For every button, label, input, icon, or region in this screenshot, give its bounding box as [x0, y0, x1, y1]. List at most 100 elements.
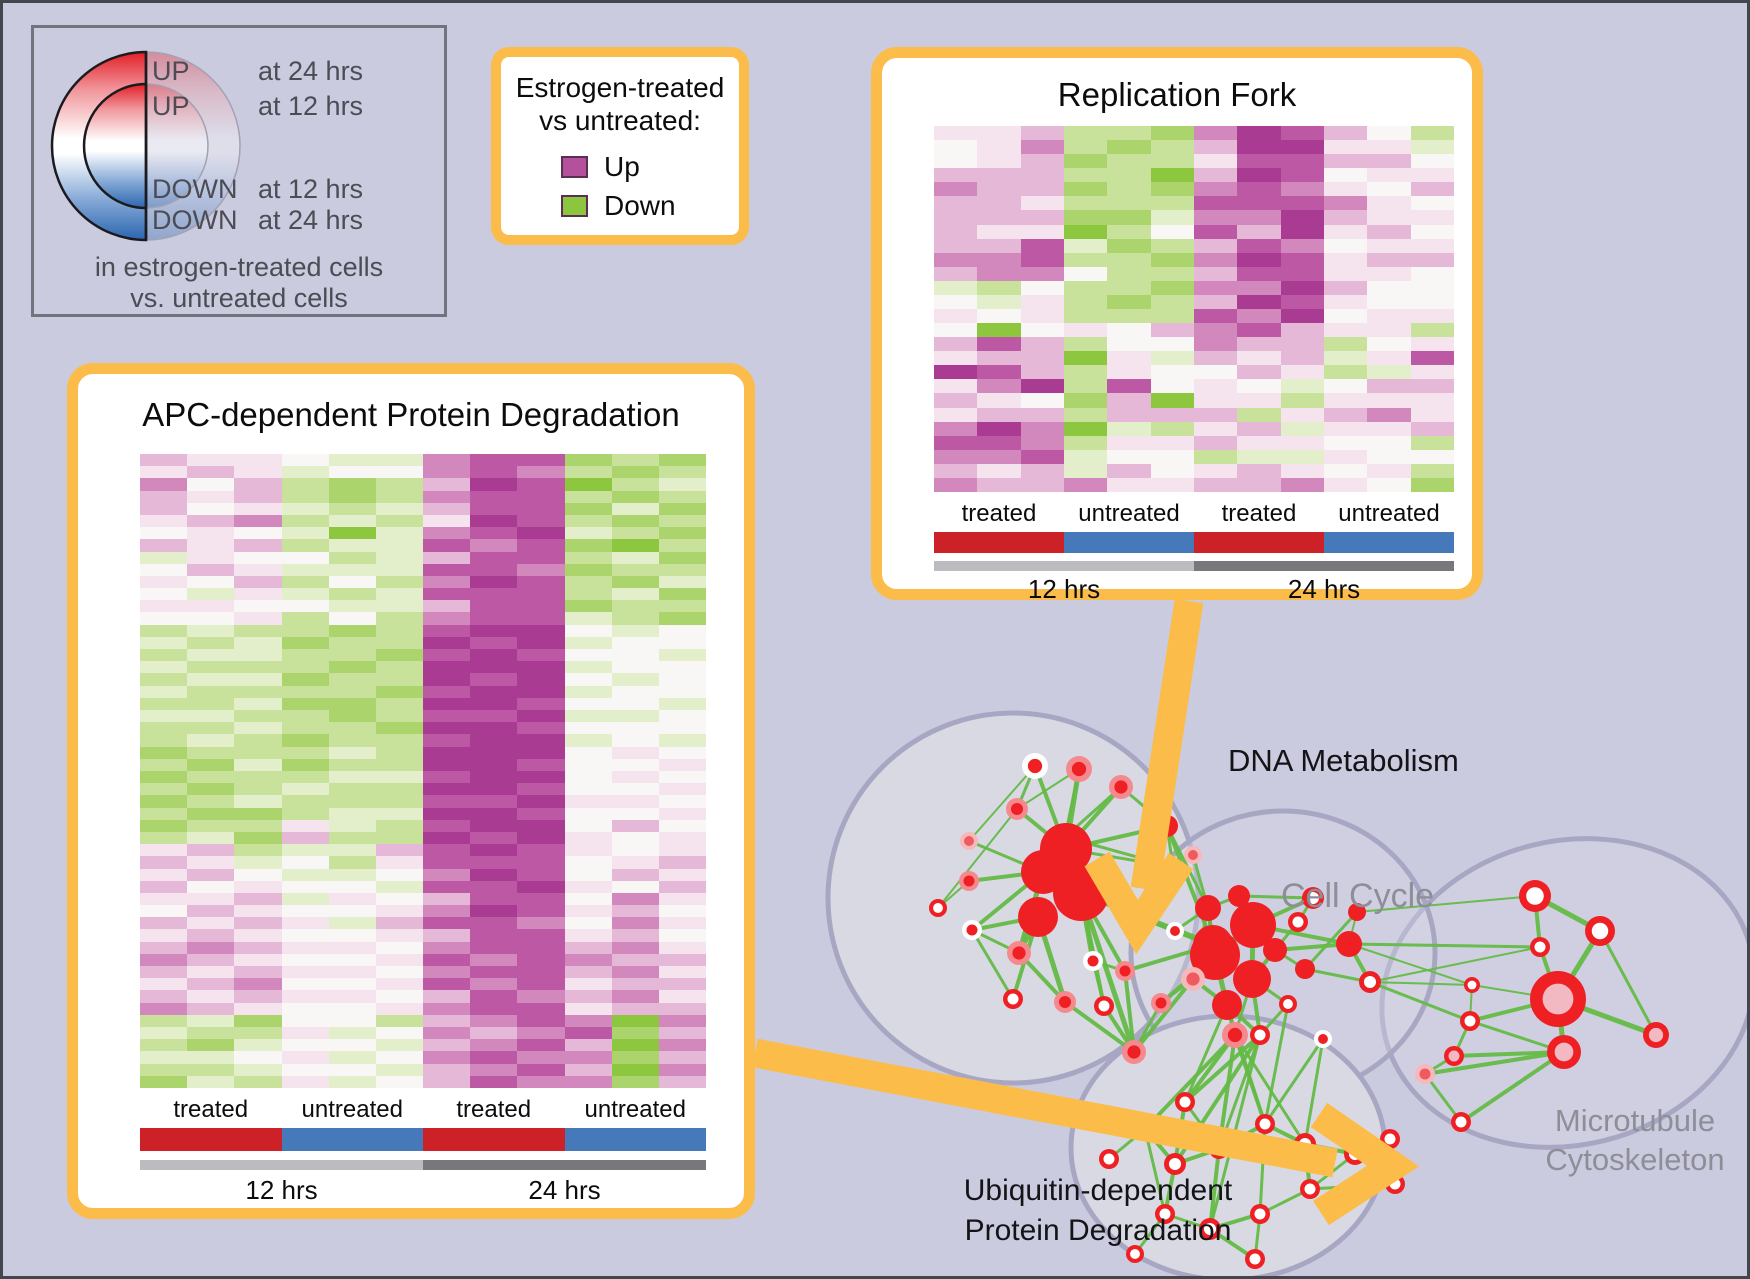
heatmap-cell [470, 612, 518, 625]
heatmap-cell [1237, 294, 1281, 309]
heatmap-cell [1107, 463, 1151, 478]
heatmap-cell [423, 917, 471, 930]
heatmap-cell [977, 323, 1021, 338]
heatmap-cell [1280, 379, 1324, 394]
heatmap-cell [375, 929, 423, 942]
heatmap-cell [517, 1039, 565, 1052]
heatmap-cell [328, 892, 376, 906]
network-node-core [1448, 1050, 1460, 1062]
heatmap-cell [517, 466, 565, 479]
heatmap-cell [328, 563, 376, 576]
network-node-core [933, 903, 943, 913]
heatmap-cell [1323, 224, 1368, 239]
heatmap-cell [1193, 309, 1238, 324]
heatmap-cell [1063, 351, 1108, 366]
heatmap-cell [517, 539, 565, 552]
network-node-core [1648, 1027, 1664, 1043]
heatmap-cell [140, 722, 188, 735]
heatmap-cell [1107, 182, 1151, 197]
heatmap-cell [187, 783, 235, 796]
network-edge [1598, 930, 1658, 1036]
heatmap-cell [375, 551, 423, 564]
heatmap-cell [934, 280, 978, 295]
heatmap-cell [1280, 238, 1324, 253]
heatmap-cell [328, 478, 376, 491]
heatmap-cell [1237, 365, 1281, 380]
heatmap-cell [1237, 351, 1281, 366]
heatmap-cell [234, 722, 282, 735]
heatmap-cell [423, 539, 471, 552]
heatmap-cell [281, 649, 329, 662]
heatmap-cell [1150, 323, 1194, 338]
heatmap-cell [977, 463, 1021, 478]
heatmap-cell [281, 795, 329, 808]
heatmap-cell [281, 722, 329, 735]
heatmap-cell [1410, 477, 1454, 492]
heatmap-cell [470, 758, 518, 771]
heatmap-cell [140, 502, 188, 515]
heatmap-cell [328, 1039, 376, 1052]
heatmap-cell [517, 722, 565, 735]
heatmap-cell [234, 710, 282, 723]
heatmap-cell [1193, 337, 1238, 352]
group-label: treated [173, 1096, 249, 1123]
heatmap-cell [564, 612, 612, 625]
heatmap-cell [1280, 252, 1324, 267]
heatmap-cell [1150, 435, 1194, 450]
heatmap-cell [611, 783, 659, 796]
heatmap-cell [977, 379, 1021, 394]
network-node-core [1283, 999, 1293, 1009]
heatmap-cell [234, 758, 282, 771]
heatmap-cell [187, 807, 235, 820]
heatmap-cell [234, 1027, 282, 1040]
heatmap-cell [658, 600, 706, 613]
heatmap-cell [564, 1014, 612, 1028]
heatmap-cell [423, 941, 471, 954]
heatmap-cell [140, 685, 188, 698]
heatmap-cell [140, 527, 188, 540]
heatmap-cell [470, 454, 518, 467]
heatmap-cell [611, 697, 659, 711]
heatmap-cell [1280, 154, 1324, 169]
heatmap-cell [328, 722, 376, 735]
heatmap-cell [1237, 421, 1281, 436]
heatmap-cell [658, 868, 706, 881]
heatmap-cell [934, 294, 978, 309]
heatmap-cell [281, 770, 329, 784]
heatmap-cell [234, 551, 282, 564]
network-node [1228, 885, 1250, 907]
heatmap-cell [375, 527, 423, 540]
heatmap-cell [1150, 168, 1194, 183]
heatmap-cell [423, 758, 471, 771]
heatmap-cell [1280, 477, 1324, 492]
heatmap-cell [281, 563, 329, 576]
network-node-core [1419, 1068, 1431, 1080]
heatmap-cell [423, 454, 471, 467]
heatmap-cell [517, 819, 565, 832]
direction-legend-title-line2: vs untreated: [539, 105, 701, 136]
heatmap-cell [470, 1063, 518, 1076]
network-node-core [1554, 1042, 1574, 1062]
heatmap-cell [140, 905, 188, 918]
heatmap-cell [611, 466, 659, 479]
heatmap-cell [423, 551, 471, 564]
heatmap-cell [470, 783, 518, 796]
heatmap-cell [517, 1014, 565, 1028]
heatmap-cell [658, 892, 706, 906]
heatmap-cell [611, 807, 659, 820]
heatmap-cell [234, 880, 282, 893]
heatmap-cell [281, 1014, 329, 1028]
heatmap-cell [1410, 266, 1454, 281]
heatmap-cell [375, 758, 423, 771]
heatmap-cell [934, 435, 978, 450]
heatmap-cell [977, 224, 1021, 239]
heatmap-cell [140, 990, 188, 1003]
heatmap-cell [1237, 238, 1281, 253]
network-edge [1304, 967, 1371, 984]
heatmap-cell [1107, 393, 1151, 408]
heatmap-cell [1323, 379, 1368, 394]
heatmap-cell [328, 612, 376, 625]
heatmap-cell [140, 710, 188, 723]
heatmap-cell [187, 697, 235, 711]
heatmap-cell [470, 795, 518, 808]
